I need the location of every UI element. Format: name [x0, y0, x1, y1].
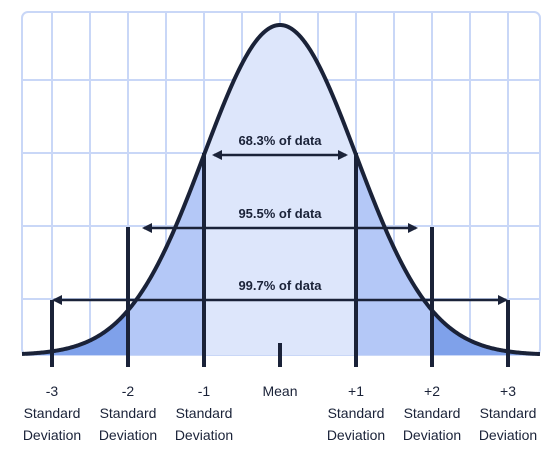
sd-word-standard: Standard	[100, 405, 157, 421]
x-axis-labels: -3 Standard Deviation -2 Standard Deviation -1…	[23, 383, 537, 443]
sd-word-deviation: Deviation	[99, 427, 157, 443]
sd-word-deviation: Deviation	[327, 427, 385, 443]
sd-word-deviation: Deviation	[403, 427, 461, 443]
sd-word-standard: Standard	[404, 405, 461, 421]
tick-label: Mean	[262, 383, 297, 399]
band-label-2: 95.5% of data	[238, 206, 322, 221]
sd-word-deviation: Deviation	[23, 427, 81, 443]
sd-word-standard: Standard	[480, 405, 537, 421]
tick-label: +1	[348, 383, 364, 399]
region-center	[204, 25, 356, 355]
sd-word-standard: Standard	[328, 405, 385, 421]
tick-label: +3	[500, 383, 516, 399]
data-percentage-bands: 68.3% of data 95.5% of data 99.7% of data	[52, 133, 508, 305]
sd-word-deviation: Deviation	[175, 427, 233, 443]
tick-label: -2	[122, 383, 135, 399]
tick-label: -1	[198, 383, 211, 399]
tick-label: -3	[46, 383, 59, 399]
band-label-1: 68.3% of data	[238, 133, 322, 148]
sd-word-deviation: Deviation	[479, 427, 537, 443]
band-label-3: 99.7% of data	[238, 278, 322, 293]
region-tail-left	[22, 310, 128, 355]
bell-curve	[21, 23, 541, 357]
sd-word-standard: Standard	[24, 405, 81, 421]
sd-word-standard: Standard	[176, 405, 233, 421]
tick-label: +2	[424, 383, 440, 399]
bell-curve-line	[21, 23, 541, 357]
region-tail-right	[432, 310, 540, 355]
